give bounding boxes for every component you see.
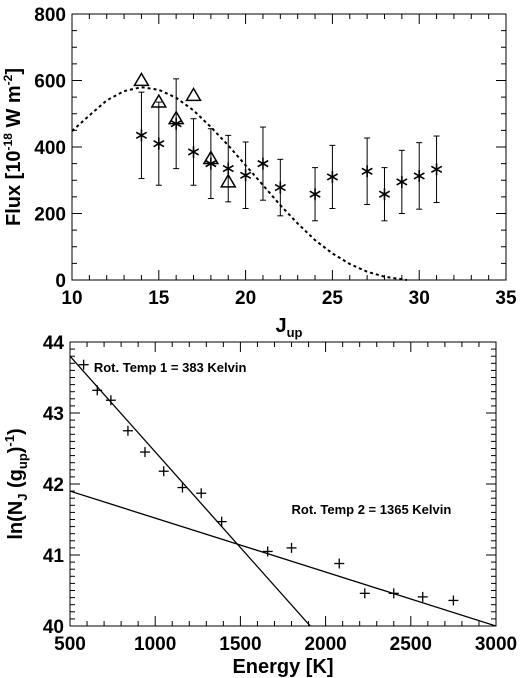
plus-point [139, 447, 150, 458]
plus-point [448, 595, 459, 606]
plus-point [122, 425, 133, 436]
y-tick-label: 800 [34, 5, 66, 26]
x-tick-label: 500 [54, 634, 86, 655]
asterisk-point [239, 169, 252, 182]
x-tick-label: 30 [409, 288, 430, 309]
plot-frame-0 [71, 13, 507, 281]
y-tick-label: 400 [34, 138, 66, 159]
y-tick-label: 600 [34, 72, 66, 93]
y-axis-label: Flux [10-18 W m-2] [1, 68, 25, 226]
y-tick-label: 42 [43, 475, 64, 496]
asterisk-point [378, 188, 391, 201]
plus-point [334, 558, 345, 569]
asterisk-point [135, 129, 148, 142]
x-tick-label: 1500 [219, 634, 261, 655]
x-tick-label: 2000 [304, 634, 346, 655]
plus-point [105, 395, 116, 406]
plus-point [78, 359, 89, 370]
asterisk-point [187, 145, 200, 158]
x-tick-label: 1000 [134, 634, 176, 655]
x-tick-label: 35 [495, 288, 517, 309]
y-tick-label: 40 [43, 617, 64, 638]
asterisk-point [396, 175, 408, 188]
annotation-label: Rot. Temp 2 = 1365 Kelvin [292, 502, 452, 517]
plus-point [196, 488, 207, 499]
plus-point [262, 546, 273, 557]
x-tick-label: 25 [322, 288, 344, 309]
asterisk-point [274, 181, 286, 194]
model-curve [71, 86, 408, 281]
plus-point [286, 542, 297, 553]
asterisk-point [257, 157, 269, 170]
asterisk-point [222, 162, 234, 175]
asterisk-point [413, 169, 425, 182]
plot-frame-1 [69, 341, 497, 627]
triangle-point [150, 93, 168, 108]
triangle-point [219, 173, 237, 188]
plus-point [92, 385, 103, 396]
triangle-point [167, 110, 185, 125]
plus-point [359, 588, 370, 599]
annotation-label: Rot. Temp 1 = 383 Kelvin [94, 360, 247, 375]
fit-line-2 [70, 490, 496, 626]
x-tick-label: 2500 [390, 634, 432, 655]
y-tick-label: 43 [43, 404, 64, 425]
asterisk-point [430, 163, 443, 176]
triangle-point [185, 86, 202, 102]
x-tick-label: 10 [61, 288, 82, 309]
y-tick-label: 44 [43, 333, 65, 354]
y-tick-label: 0 [55, 271, 66, 292]
plus-point [158, 466, 169, 477]
plus-point [417, 591, 428, 602]
plus-point [388, 588, 399, 599]
asterisk-point [153, 137, 165, 150]
plus-point [177, 482, 188, 493]
x-tick-label: 20 [235, 288, 256, 309]
fit-line-1 [70, 355, 311, 626]
y-tick-label: 41 [43, 546, 65, 567]
x-tick-label: 3000 [475, 634, 517, 655]
plus-point [216, 516, 227, 527]
asterisk-point [309, 188, 321, 201]
asterisk-point [326, 170, 339, 183]
x-tick-label: 15 [148, 288, 170, 309]
asterisk-point [361, 165, 373, 178]
y-axis-label: ln(NJ (gup)-1) [2, 428, 30, 539]
y-tick-label: 200 [34, 205, 66, 226]
triangle-point [133, 72, 150, 87]
triangle-point [202, 150, 220, 165]
x-axis-label: Jup [275, 315, 302, 340]
x-axis-label: Energy [K] [232, 656, 333, 678]
